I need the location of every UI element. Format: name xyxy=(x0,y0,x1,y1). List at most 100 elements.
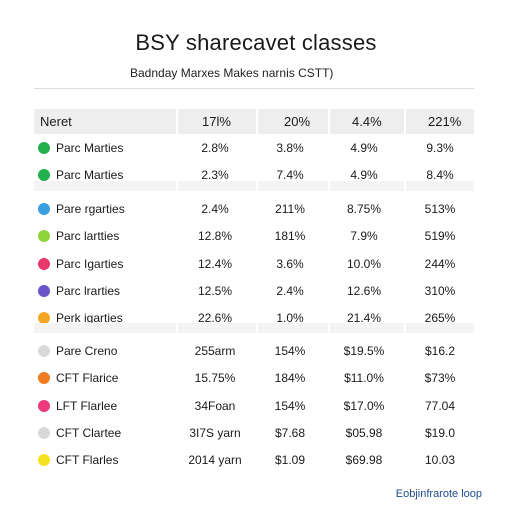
header-col-3: 4.4% xyxy=(352,114,382,129)
row-value-4: $73% xyxy=(424,371,456,386)
row-label: Pare Creno xyxy=(56,344,118,358)
legend-dot-icon xyxy=(38,230,50,243)
row-value-4: 244% xyxy=(424,256,456,271)
legend-dot-icon xyxy=(38,312,50,325)
title-divider xyxy=(34,88,474,89)
legend-dot-icon xyxy=(38,426,50,439)
row-value-2: 3.8% xyxy=(276,141,304,155)
row-label: Parc lartties xyxy=(56,229,120,244)
row-value-1: 15.75% xyxy=(194,371,236,386)
column-separator xyxy=(256,109,258,479)
row-value-3: $69.98 xyxy=(345,453,383,468)
row-value-1: 34Foan xyxy=(194,398,236,413)
legend-dot-icon xyxy=(38,169,50,182)
row-value-2: 2.4% xyxy=(276,283,304,298)
row-value-4: 513% xyxy=(424,202,456,216)
row-value-2: 3.6% xyxy=(276,256,304,271)
column-separator xyxy=(404,109,406,479)
row-value-4: $19.0 xyxy=(424,425,456,440)
row-value-2: $7.68 xyxy=(274,425,306,440)
row-value-1: 12.8% xyxy=(197,229,233,244)
table-row: Parc Igarties 12.4% 3.6% 10.0% 244% xyxy=(34,253,474,276)
table-row: Parc lrarties 12.5% 2.4% 12.6% 310% xyxy=(34,280,474,303)
row-label: Pare rgarties xyxy=(56,202,125,216)
row-value-3: 21.4% xyxy=(346,311,382,326)
table-row: Pare rgarties 2.4% 211% 8.75% 513% xyxy=(34,198,474,221)
row-label: CFT Flarles xyxy=(56,453,119,468)
table-row: Pare Creno 255arm 154% $19.5% $16.2 xyxy=(34,340,474,363)
row-value-3: $11.0% xyxy=(344,371,384,386)
table-row: CFT Flarles 2014 yarn $1.09 $69.98 10.03 xyxy=(34,449,474,472)
legend-dot-icon xyxy=(38,142,50,154)
row-value-3: $05.98 xyxy=(345,425,383,440)
row-value-2: $1.09 xyxy=(274,453,306,468)
row-value-1: 2.8% xyxy=(201,141,229,155)
table-row: Parc Marties 2.3% 7.4% 4.9% 8.4% xyxy=(34,164,474,187)
row-value-4: 519% xyxy=(424,229,456,244)
row-value-4: 77.04 xyxy=(424,398,456,413)
row-value-3: 12.6% xyxy=(346,283,382,298)
group-band xyxy=(34,323,474,333)
table-row: Parc lartties 12.8% 181% 7.9% 519% xyxy=(34,225,474,248)
row-label: Perk igarties xyxy=(56,311,123,326)
table-row: CFT Flarice 15.75% 184% $11.0% $73% xyxy=(34,367,474,390)
row-value-2: 154% xyxy=(274,398,306,413)
row-value-3: $19.5% xyxy=(343,344,385,358)
row-label: Parc lrarties xyxy=(56,283,121,298)
legend-dot-icon xyxy=(38,203,50,215)
row-value-3: 4.9% xyxy=(350,168,378,183)
row-label: LFT Flarlee xyxy=(56,398,118,413)
row-value-1: 2014 yarn xyxy=(188,453,242,468)
row-value-1: 255arm xyxy=(194,344,236,358)
row-value-3: $17.0% xyxy=(343,398,385,413)
header-col-1: 17l% xyxy=(202,114,231,129)
row-label: CFT Flarice xyxy=(56,371,119,386)
row-value-2: 7.4% xyxy=(276,168,304,183)
page-title: BSY sharecavet classes xyxy=(135,30,377,55)
row-value-3: 10.0% xyxy=(346,256,382,271)
row-value-4: 9.3% xyxy=(426,141,454,155)
legend-dot-icon xyxy=(38,284,50,297)
row-value-3: 7.9% xyxy=(350,229,378,244)
table-header: Neret 17l% 20% 4.4% 221% xyxy=(34,109,474,134)
table-row: CFT Clartee 3I7S yarn $7.68 $05.98 $19.0 xyxy=(34,422,474,445)
row-label: Parc Igarties xyxy=(56,256,124,271)
legend-dot-icon xyxy=(38,345,50,357)
row-value-4: 8.4% xyxy=(426,168,454,183)
row-value-2: 184% xyxy=(274,371,306,386)
row-value-1: 12.4% xyxy=(197,256,233,271)
footer-link[interactable]: Eobjinfrarote loop xyxy=(395,488,482,500)
row-value-3: 4.9% xyxy=(350,141,378,155)
table-row: LFT Flarlee 34Foan 154% $17.0% 77.04 xyxy=(34,395,474,418)
row-value-2: 1.0% xyxy=(276,311,304,326)
row-value-2: 154% xyxy=(274,344,306,358)
row-value-4: $16.2 xyxy=(424,344,456,358)
row-value-4: 265% xyxy=(424,311,456,326)
row-value-4: 10.03 xyxy=(424,453,456,468)
row-label: Parc Marties xyxy=(56,168,124,183)
row-value-2: 181% xyxy=(274,229,306,244)
row-label: Parc Marties xyxy=(56,141,124,155)
row-value-1: 12.5% xyxy=(197,283,233,298)
row-value-2: 211% xyxy=(275,202,305,216)
row-value-4: 310% xyxy=(424,283,456,298)
group-band xyxy=(34,181,474,191)
header-col-2: 20% xyxy=(284,114,311,129)
header-col-4: 221% xyxy=(428,114,462,129)
row-value-1: 22.6% xyxy=(197,311,233,326)
header-name: Neret xyxy=(40,114,72,129)
column-separator xyxy=(176,109,178,479)
legend-dot-icon xyxy=(38,257,50,270)
page-subtitle: Badnday Marxes Makes narnis CSTT) xyxy=(130,66,334,80)
legend-dot-icon xyxy=(38,454,50,467)
row-value-1: 2.3% xyxy=(201,168,229,183)
column-separator xyxy=(328,109,330,479)
legend-dot-icon xyxy=(38,372,50,385)
legend-dot-icon xyxy=(38,399,50,412)
row-value-1: 2.4% xyxy=(201,202,229,216)
row-label: CFT Clartee xyxy=(56,425,122,440)
table-row: Parc Marties 2.8% 3.8% 4.9% 9.3% xyxy=(34,137,474,160)
row-value-3: 8.75% xyxy=(346,202,382,216)
row-value-1: 3I7S yarn xyxy=(189,425,241,440)
table-row: Perk igarties 22.6% 1.0% 21.4% 265% xyxy=(34,307,474,330)
